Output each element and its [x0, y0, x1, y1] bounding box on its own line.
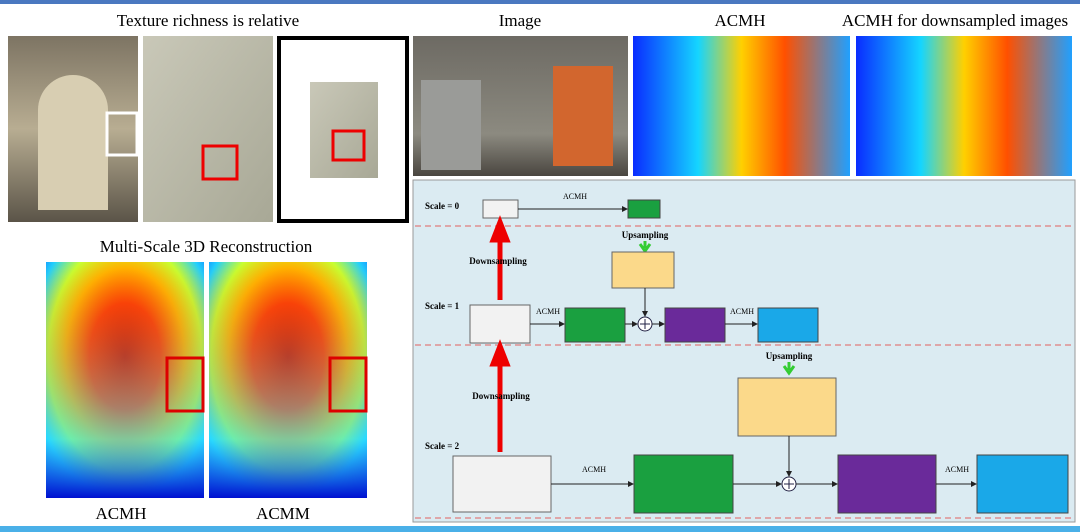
- image-stack: [469, 304, 531, 344]
- scale-label: Scale = 1: [425, 301, 460, 311]
- depth-map-shade: [209, 262, 367, 498]
- orange-panel: [553, 66, 613, 166]
- upsampled-box: [737, 377, 837, 437]
- refine-box: [664, 307, 726, 343]
- upsampling-label: Upsampling: [622, 230, 669, 240]
- depth-box: [564, 307, 626, 343]
- edge-label: ACMH: [563, 192, 587, 201]
- bottom-bar: [0, 526, 1080, 532]
- refine-box: [837, 454, 937, 514]
- label: ACMM: [256, 504, 310, 523]
- depth-map: [633, 36, 850, 176]
- highlight: [201, 144, 239, 181]
- depth-box: [976, 454, 1069, 514]
- downsampling-label: Downsampling: [472, 391, 530, 401]
- depth-box: [627, 199, 661, 219]
- panel-title: Texture richness is relative: [117, 11, 299, 30]
- panel-title: Multi-Scale 3D Reconstruction: [100, 237, 313, 256]
- edge-label: ACMH: [730, 307, 754, 316]
- upsampling-label: Upsampling: [766, 351, 813, 361]
- upsampled-box: [611, 251, 675, 289]
- highlight: [165, 356, 205, 413]
- pipeline-diagram: Scale = 0 Scale = 1 Scale = 2 ACMH Upsam…: [412, 179, 1076, 523]
- cabinet: [421, 80, 481, 170]
- edge-label: ACMH: [582, 465, 606, 474]
- depth-box: [633, 454, 734, 514]
- highlight: [328, 356, 368, 413]
- edge-label: ACMH: [945, 465, 969, 474]
- label: ACMH for downsampled images: [842, 11, 1068, 30]
- scale-label: Scale = 2: [425, 441, 460, 451]
- depth-map-shade: [46, 262, 204, 498]
- up-arrow: [638, 241, 652, 254]
- image-stack: [452, 455, 552, 513]
- door: [38, 75, 108, 210]
- plus-sign: [640, 319, 650, 329]
- down-arrow: [489, 339, 511, 452]
- up-arrow: [782, 362, 796, 376]
- scale-label: Scale = 0: [425, 201, 460, 211]
- photo: [143, 36, 273, 222]
- label: ACMH: [714, 11, 765, 30]
- label: Image: [499, 11, 541, 30]
- down-arrow: [489, 215, 511, 300]
- edge-label: ACMH: [536, 307, 560, 316]
- highlight: [105, 111, 139, 157]
- image-stack: [482, 199, 519, 219]
- depth-map: [856, 36, 1072, 176]
- top-bar: [0, 0, 1080, 4]
- label: ACMH: [95, 504, 146, 523]
- depth-box: [757, 307, 819, 343]
- highlight: [331, 129, 366, 162]
- plus-sign: [784, 479, 794, 489]
- downsampling-label: Downsampling: [469, 256, 527, 266]
